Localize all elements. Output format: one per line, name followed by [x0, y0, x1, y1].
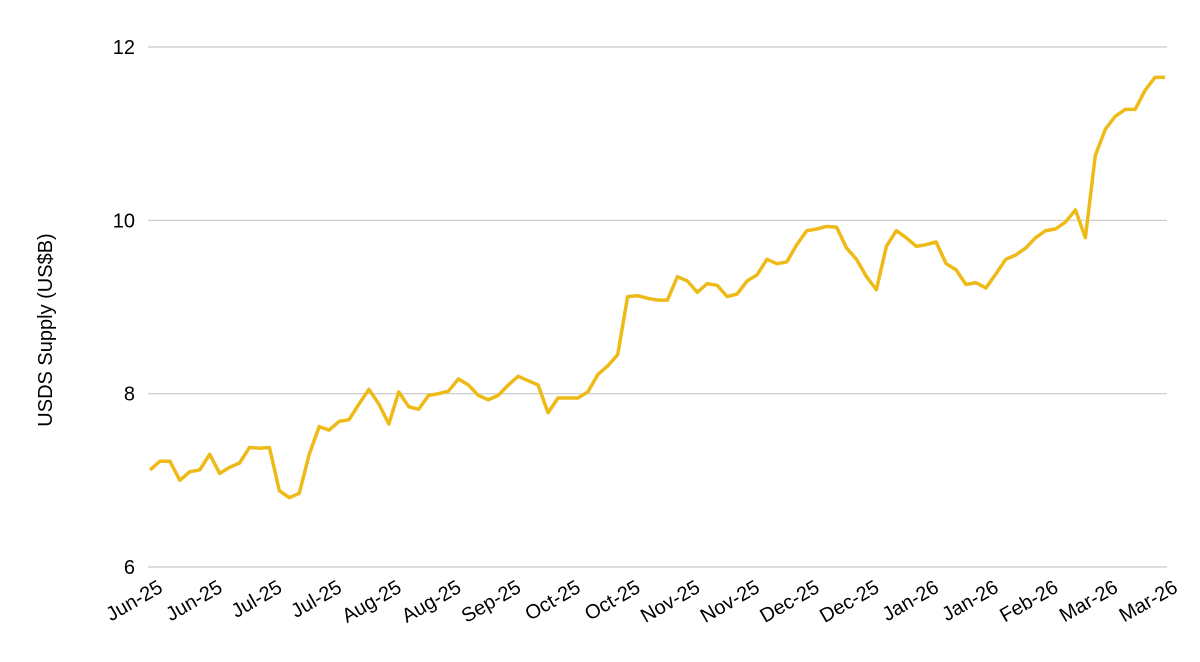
x-tick-label: Mar-26 — [1056, 576, 1122, 627]
y-tick-label: 8 — [124, 384, 135, 406]
y-tick-label: 12 — [113, 37, 135, 59]
x-tick-label: Jan-26 — [938, 576, 1002, 626]
x-tick-label: Nov-25 — [697, 576, 764, 627]
x-tick-label: Aug-25 — [338, 576, 405, 627]
x-tick-label: Feb-26 — [996, 576, 1062, 627]
x-tick-label: Jun-25 — [103, 576, 167, 626]
x-tick-label: Oct-25 — [521, 576, 584, 625]
x-tick-label: Nov-25 — [637, 576, 704, 627]
x-tick-label: Dec-25 — [816, 576, 883, 627]
x-tick-label: Dec-25 — [756, 576, 823, 627]
data-line — [148, 75, 1165, 500]
y-tick-label: 10 — [113, 210, 135, 232]
y-tick-label: 6 — [124, 557, 135, 579]
x-tick-label: Jun-25 — [162, 576, 226, 626]
x-tick-label: Jul-25 — [287, 576, 345, 622]
x-tick-label: Aug-25 — [398, 576, 465, 627]
y-axis-label: USDS Supply (US$B) — [35, 233, 57, 426]
x-tick-label: Oct-25 — [581, 576, 644, 625]
x-tick-label: Jul-25 — [228, 576, 286, 622]
x-tick-label: Mar-26 — [1116, 576, 1182, 627]
x-tick-label: Sep-25 — [458, 576, 525, 627]
x-tick-label: Jan-26 — [879, 576, 943, 626]
